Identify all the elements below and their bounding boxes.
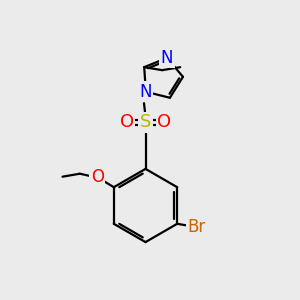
Text: N: N bbox=[161, 49, 173, 67]
Text: O: O bbox=[157, 113, 171, 131]
Text: Br: Br bbox=[188, 218, 206, 236]
Text: O: O bbox=[91, 168, 104, 186]
Text: O: O bbox=[120, 113, 134, 131]
Text: N: N bbox=[140, 83, 152, 101]
Text: S: S bbox=[140, 113, 151, 131]
